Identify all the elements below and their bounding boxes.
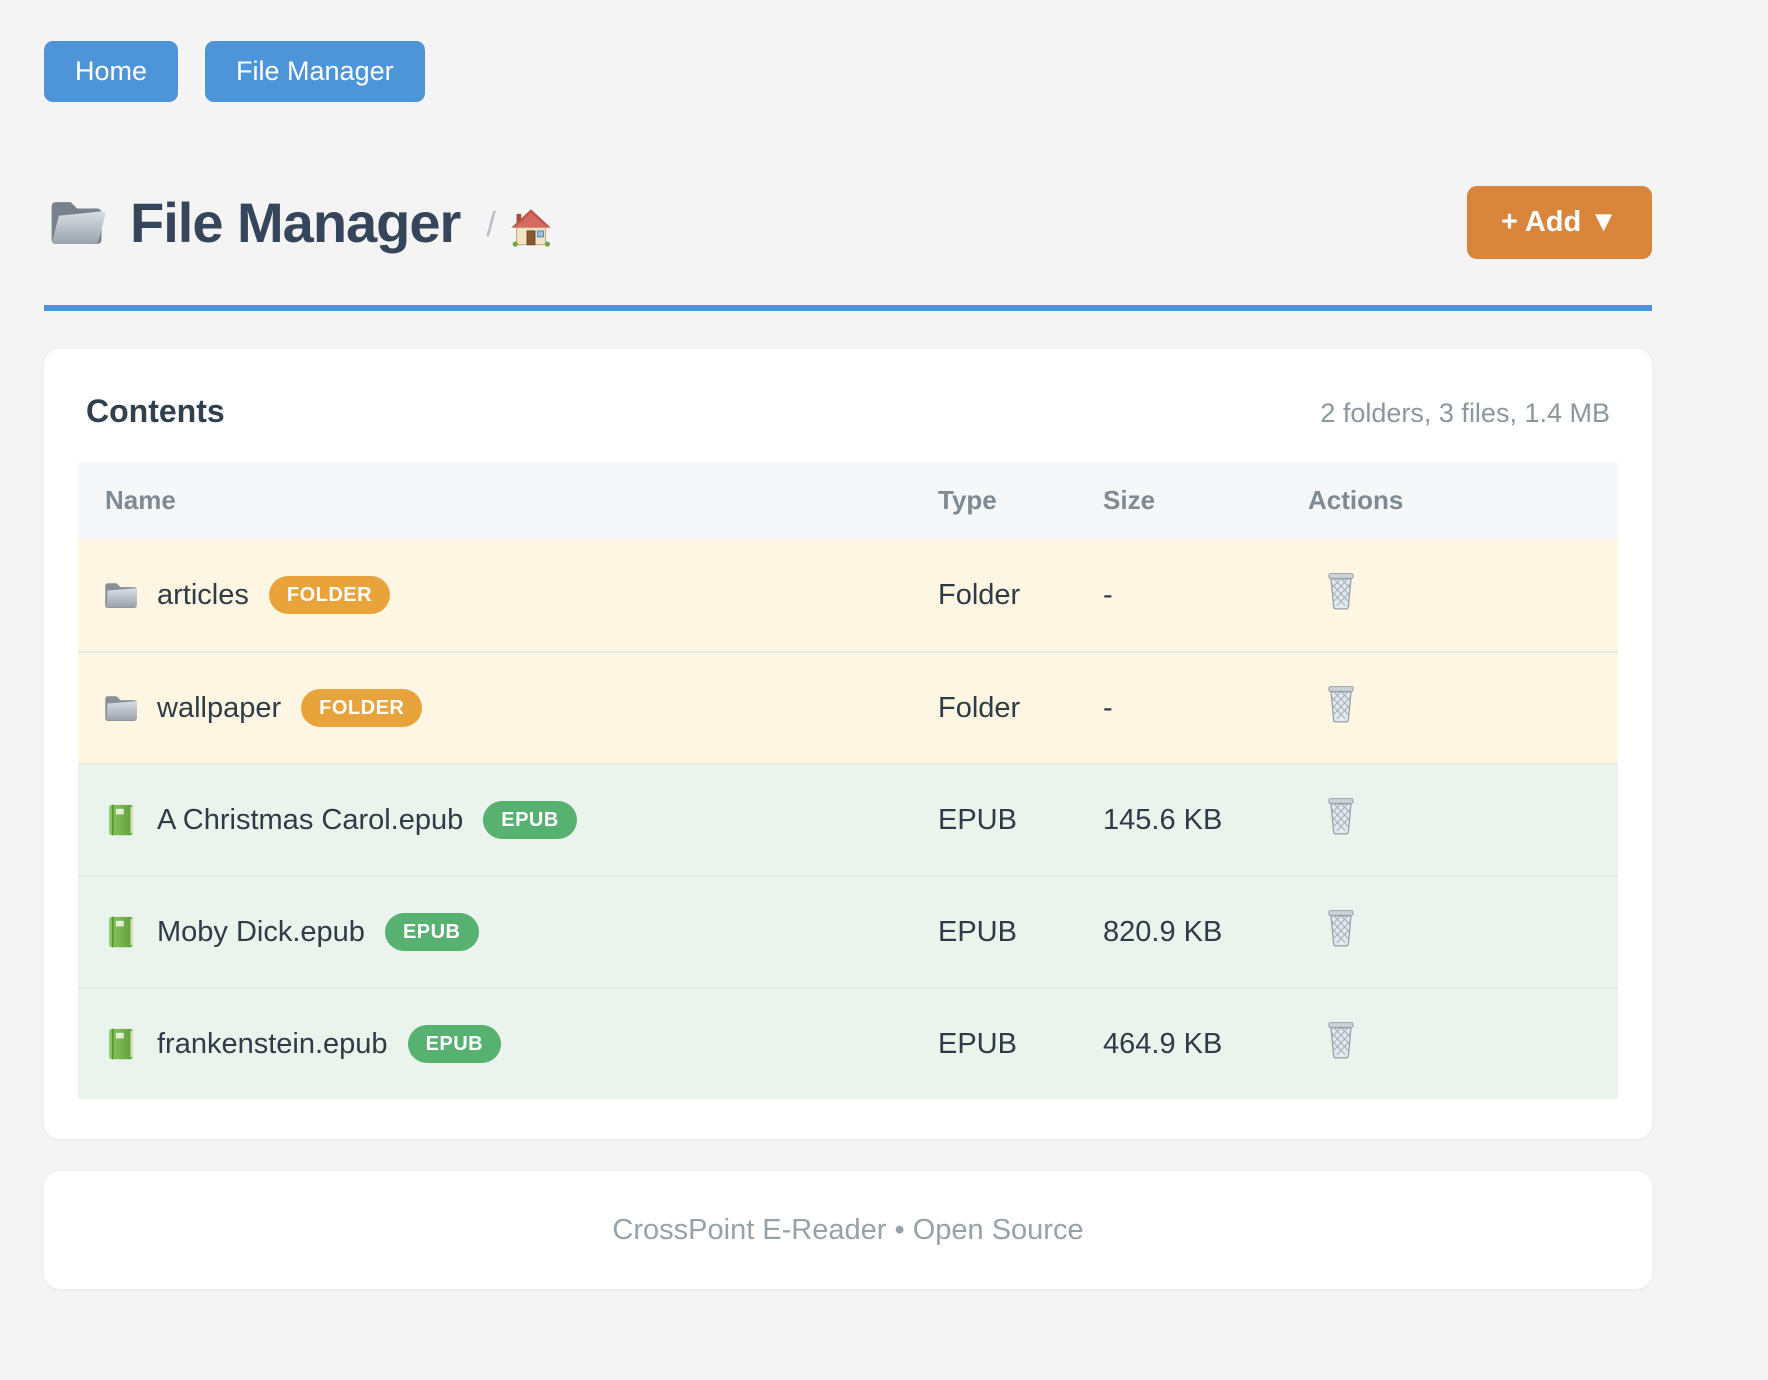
trash-icon [1324,796,1358,836]
column-header-name: Name [105,485,176,515]
title-group: File Manager / [44,190,552,255]
type-cell: EPUB [938,803,1017,836]
trash-icon [1324,571,1358,611]
actions-cell [1308,1020,1618,1068]
file-name-link[interactable]: articles [157,578,249,611]
folder-icon [103,577,139,613]
delete-button[interactable] [1324,571,1358,611]
file-table: Name Type Size Actions articles FOLDER F… [78,462,1618,1099]
book-icon [103,914,139,950]
top-nav: Home File Manager [44,41,1652,102]
type-badge: EPUB [384,913,479,951]
file-manager-button[interactable]: File Manager [205,41,425,102]
file-name-link[interactable]: A Christmas Carol.epub [157,803,464,836]
file-name-link[interactable]: Moby Dick.epub [157,915,365,948]
type-cell: Folder [938,578,1021,611]
table-body: articles FOLDER Folder - wallpaper FOLDE… [78,539,1618,1099]
contents-heading: Contents [86,393,225,429]
type-badge: FOLDER [301,689,423,727]
file-name-link[interactable]: frankenstein.epub [157,1027,388,1060]
contents-card: Contents 2 folders, 3 files, 1.4 MB Name… [44,349,1652,1139]
actions-cell [1308,684,1618,732]
page-title: File Manager [130,191,461,254]
type-badge: EPUB [407,1025,502,1063]
open-folder-icon [44,194,110,252]
page-header: File Manager / + Add ▼ [44,186,1652,311]
name-cell: A Christmas Carol.epub EPUB [78,801,938,839]
column-header-actions: Actions [1308,485,1404,515]
table-row: articles FOLDER Folder - [78,539,1618,651]
size-cell: 464.9 KB [1103,1027,1223,1060]
book-icon [103,802,139,838]
home-button[interactable]: Home [44,41,179,102]
type-badge: FOLDER [268,576,391,614]
name-cell: frankenstein.epub EPUB [78,1025,938,1063]
table-header-row: Name Type Size Actions [78,462,1618,539]
table-row: frankenstein.epub EPUB EPUB 464.9 KB [78,987,1618,1099]
type-badge: EPUB [483,801,577,839]
file-name-link[interactable]: wallpaper [157,691,282,724]
table-row: Moby Dick.epub EPUB EPUB 820.9 KB [78,875,1618,987]
size-cell: - [1103,691,1113,724]
trash-icon [1324,908,1358,948]
size-cell: 820.9 KB [1103,915,1223,948]
table-row: wallpaper FOLDER Folder - [78,651,1618,763]
size-cell: - [1103,578,1113,611]
column-header-type: Type [938,485,997,515]
folder-icon [103,690,139,726]
delete-button[interactable] [1324,908,1358,948]
type-cell: Folder [938,691,1021,724]
add-button[interactable]: + Add ▼ [1466,186,1652,259]
delete-button[interactable] [1324,684,1358,724]
contents-card-header: Contents 2 folders, 3 files, 1.4 MB [78,393,1618,430]
actions-cell [1308,571,1618,619]
table-row: A Christmas Carol.epub EPUB EPUB 145.6 K… [78,763,1618,875]
name-cell: articles FOLDER [78,576,938,614]
type-cell: EPUB [938,1027,1017,1060]
trash-icon [1324,1020,1358,1060]
name-cell: Moby Dick.epub EPUB [78,913,938,951]
footer-text: CrossPoint E-Reader • Open Source [612,1213,1084,1246]
breadcrumb-separator: / [486,206,496,244]
delete-button[interactable] [1324,1020,1358,1060]
book-icon [103,1026,139,1062]
actions-cell [1308,908,1618,956]
delete-button[interactable] [1324,796,1358,836]
contents-summary: 2 folders, 3 files, 1.4 MB [1320,398,1610,428]
page: Home File Manager File Manager / + Add ▼… [44,0,1652,1289]
house-icon[interactable] [510,206,552,248]
name-cell: wallpaper FOLDER [78,689,938,727]
trash-icon [1324,684,1358,724]
footer: CrossPoint E-Reader • Open Source [44,1171,1652,1289]
column-header-size: Size [1103,485,1156,515]
size-cell: 145.6 KB [1103,803,1223,836]
actions-cell [1308,796,1618,844]
type-cell: EPUB [938,915,1017,948]
